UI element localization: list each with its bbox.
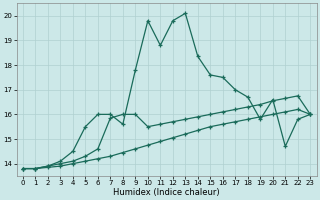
- X-axis label: Humidex (Indice chaleur): Humidex (Indice chaleur): [113, 188, 220, 197]
